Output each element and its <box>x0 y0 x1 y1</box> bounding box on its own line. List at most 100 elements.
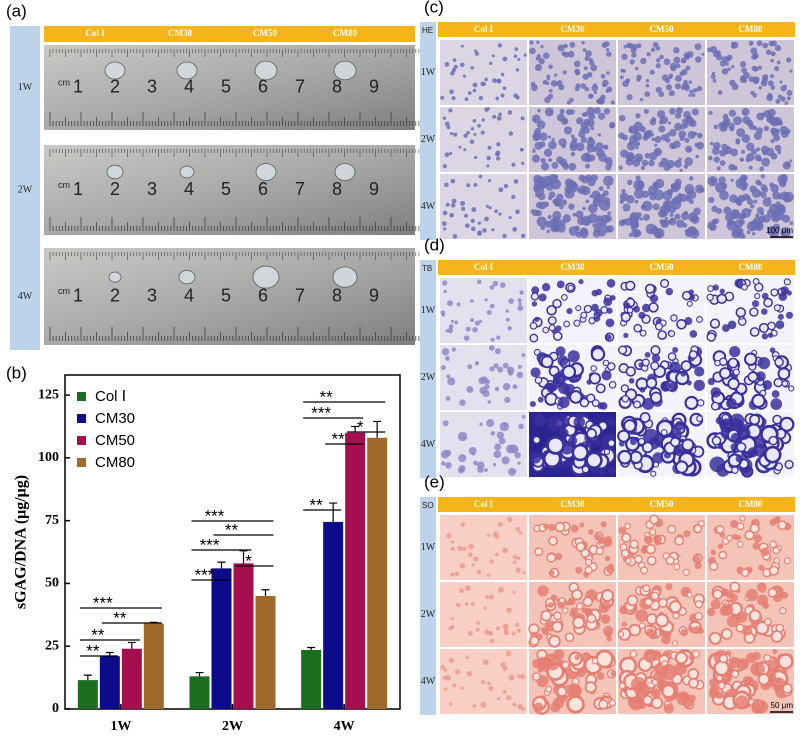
cell <box>499 282 506 288</box>
cell <box>694 43 702 51</box>
significance-label: ** <box>225 520 239 539</box>
cell <box>595 142 604 151</box>
cell <box>586 428 597 439</box>
cell <box>761 333 769 340</box>
cell <box>506 607 512 613</box>
ruler-number: 4 <box>184 179 194 199</box>
cell <box>533 702 544 713</box>
cell <box>492 280 499 287</box>
cell <box>669 381 679 391</box>
cell <box>621 195 626 199</box>
cell <box>673 47 680 54</box>
cell <box>730 178 734 183</box>
cell <box>512 554 518 560</box>
cell <box>443 227 447 231</box>
cell <box>761 308 768 315</box>
cell <box>681 438 695 452</box>
cell <box>720 121 728 129</box>
cell <box>605 164 612 171</box>
cell <box>595 218 607 230</box>
cell <box>669 107 676 115</box>
cell <box>642 397 655 410</box>
cell <box>725 62 729 66</box>
cell <box>489 61 493 66</box>
cell <box>785 311 794 319</box>
cell <box>645 543 657 555</box>
cell <box>476 569 482 575</box>
cell <box>643 649 657 663</box>
cell <box>608 419 616 427</box>
cell <box>657 110 666 119</box>
cell <box>591 174 598 182</box>
cell <box>779 191 790 201</box>
cell <box>532 435 541 444</box>
cell <box>689 176 694 181</box>
cell <box>746 195 751 200</box>
cell <box>713 156 720 163</box>
cell <box>747 371 759 383</box>
cell <box>730 432 742 444</box>
cell <box>584 607 593 616</box>
cell <box>548 158 553 163</box>
cell <box>641 159 649 167</box>
cell <box>751 232 756 236</box>
cell <box>610 100 615 105</box>
cell <box>470 218 475 224</box>
cell <box>741 186 746 191</box>
cell <box>762 602 770 609</box>
cell <box>553 611 562 621</box>
cell <box>463 335 470 342</box>
cell <box>719 160 726 166</box>
cell <box>554 552 563 561</box>
cell <box>512 384 518 390</box>
cell <box>442 675 448 680</box>
cell <box>508 674 515 681</box>
cell <box>619 75 624 80</box>
cell <box>529 400 536 408</box>
cell <box>636 212 642 218</box>
cell <box>466 130 470 135</box>
cell <box>502 382 511 391</box>
cell <box>519 290 524 295</box>
cell <box>502 233 507 239</box>
cell <box>621 188 626 194</box>
stain-label: TB <box>422 264 432 273</box>
cell <box>770 85 776 90</box>
cell <box>517 298 522 303</box>
column-header: CM30 <box>561 24 585 34</box>
cell <box>751 300 760 308</box>
cell <box>633 323 643 333</box>
cell <box>620 384 629 393</box>
cell <box>508 216 512 220</box>
cell <box>640 566 649 575</box>
cell <box>621 394 630 403</box>
bar <box>367 437 388 709</box>
cell <box>643 130 652 139</box>
cell <box>675 63 681 69</box>
cell <box>777 150 782 155</box>
cell <box>607 439 616 448</box>
cell <box>719 149 727 157</box>
cell <box>545 182 554 191</box>
cell <box>689 89 694 94</box>
cell <box>478 95 484 101</box>
cell <box>538 293 547 302</box>
cell <box>592 229 601 238</box>
cell <box>491 54 495 58</box>
significance-label: *** <box>200 535 220 554</box>
cell <box>652 203 660 211</box>
cell <box>687 668 700 680</box>
column-header: CM50 <box>650 499 674 509</box>
cell <box>449 89 454 95</box>
cell <box>529 451 542 464</box>
cell <box>489 559 494 564</box>
cell <box>507 516 513 523</box>
significance-label: ** <box>310 495 324 514</box>
cell <box>742 676 751 685</box>
cell <box>489 638 495 644</box>
cell <box>529 47 536 55</box>
cell <box>485 595 489 599</box>
cell <box>673 56 681 64</box>
cell <box>774 66 780 72</box>
cell <box>502 665 508 671</box>
